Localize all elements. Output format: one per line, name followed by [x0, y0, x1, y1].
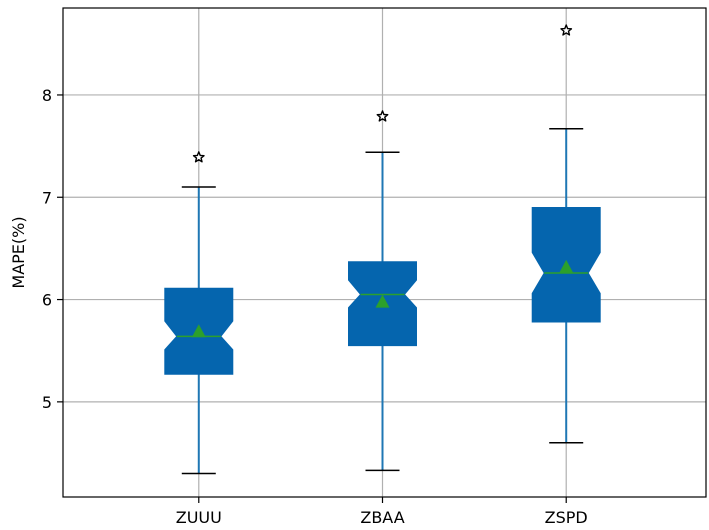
box-zbaa [348, 110, 417, 472]
grid-lines [63, 8, 706, 497]
y-tick-label: 8 [42, 86, 52, 105]
mean-marker [191, 324, 206, 338]
box-series [164, 24, 601, 475]
y-tick-label: 5 [42, 393, 52, 412]
outlier-marker [560, 24, 573, 36]
box-zspd [531, 24, 601, 444]
box-zuuu [164, 151, 234, 475]
y-axis-title: MAPE(%) [9, 216, 28, 288]
mean-marker [559, 259, 574, 273]
plot-area-frame [62, 7, 707, 498]
y-tick-label: 7 [42, 188, 52, 207]
outlier-marker [376, 110, 389, 122]
axis-ticks: 5 6 7 8 ZUUU ZBAA ZSPD [42, 86, 588, 527]
x-tick-label: ZBAA [360, 508, 404, 527]
mean-marker [375, 294, 390, 308]
y-tick-label: 6 [42, 291, 52, 310]
outlier-marker [192, 151, 205, 163]
x-tick-label: ZSPD [545, 508, 588, 527]
x-tick-label: ZUUU [176, 508, 222, 527]
